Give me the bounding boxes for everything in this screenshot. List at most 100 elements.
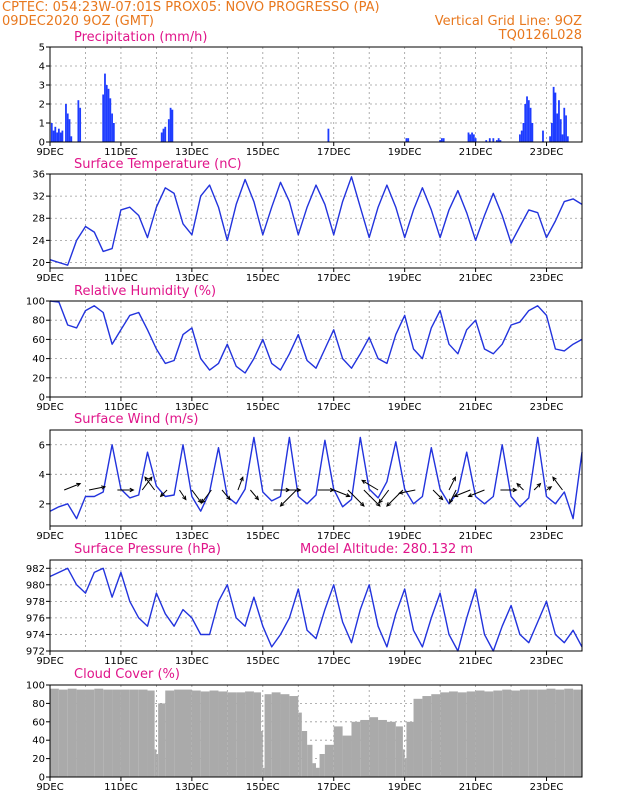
precip-bar <box>56 132 58 142</box>
x-tick-label: 15DEC <box>246 656 280 667</box>
precip-bar <box>61 130 64 142</box>
cloud-cover-bar <box>280 694 290 777</box>
y-tick-label: 24 <box>32 236 45 247</box>
cloud-cover-bar <box>227 692 237 777</box>
y-tick-label: 3 <box>39 81 45 92</box>
y-tick-label: 80 <box>32 699 45 710</box>
cloud-cover-bar <box>50 688 59 777</box>
precip-bar <box>79 107 82 142</box>
y-tick-label: 976 <box>26 613 45 624</box>
cloud-cover-bar <box>333 726 343 777</box>
x-tick-label: 11DEC <box>104 531 138 542</box>
surface-pressure-panel: 972 974 976 978 980 982 9DEC 11DEC 13DEC 15DEC 17D… <box>26 542 583 667</box>
precip-bar <box>54 126 57 142</box>
y-tick-label: 100 <box>26 297 45 308</box>
cloud-cover-bar <box>271 692 281 777</box>
wind-vector-arrow <box>546 486 553 491</box>
y-tick-label: 60 <box>32 335 45 346</box>
x-tick-label: 17DEC <box>317 531 351 542</box>
cloud-cover-bar <box>324 744 334 777</box>
cloud-cover-bar <box>209 690 219 777</box>
precip-bar <box>561 134 564 142</box>
x-tick-label: 17DEC <box>317 782 351 793</box>
cloud-cover-bar <box>158 703 166 777</box>
wind-vector-arrow <box>347 489 365 507</box>
wind-vector-arrow <box>159 489 168 498</box>
wind-vector-arrow <box>467 489 485 498</box>
wind-vector-arrow <box>378 489 390 504</box>
precip-bar <box>162 128 165 142</box>
cloud-cover-bar <box>262 767 265 777</box>
cloud-cover-bar <box>564 688 574 777</box>
x-tick-label: 9DEC <box>36 656 63 667</box>
wind-vector-arrow <box>317 487 335 493</box>
cloud-cover-bar <box>395 726 403 777</box>
wind-vector-arrow <box>279 489 297 507</box>
plot-frame <box>49 300 583 398</box>
precip-bar <box>160 132 163 142</box>
wind-vector-arrow <box>552 476 563 491</box>
x-tick-label: 9DEC <box>36 782 63 793</box>
precip-bar <box>550 123 553 142</box>
precip-bar <box>167 119 170 142</box>
cloud-cover-bar <box>138 689 148 777</box>
wind-vector-arrow <box>117 487 135 493</box>
x-tick-label: 19DEC <box>388 656 422 667</box>
precip-bar <box>526 96 528 142</box>
y-tick-label: 980 <box>26 580 45 591</box>
cloud-cover-bar <box>440 692 449 777</box>
wind-vector-arrow <box>221 489 231 501</box>
wind-vector-arrow <box>333 489 351 498</box>
precip-bar <box>495 140 498 142</box>
cloud-cover-bar <box>457 692 467 777</box>
cloud-cover-bar <box>493 690 503 777</box>
cloud-cover-bar <box>386 721 396 777</box>
precip-bar <box>559 119 562 142</box>
wind-vector-arrow <box>533 482 542 491</box>
cloud-cover-bar <box>156 754 159 777</box>
cloud-cover-bar <box>103 689 113 777</box>
y-tick-label: 1 <box>39 119 45 130</box>
wind-vector-arrow <box>250 489 260 501</box>
y-tick-label: 60 <box>32 717 45 728</box>
relative-humidity-panel: 0 20 40 60 80 100 9DEC 11DEC 13DEC 15DEC 17DEC 19DE… <box>26 284 583 413</box>
x-tick-label: 21DEC <box>459 402 493 413</box>
y-tick-label: 5 <box>39 43 45 54</box>
y-tick-label: 80 <box>32 316 45 327</box>
y-tick-label: 982 <box>26 564 45 575</box>
precip-bar <box>105 85 108 142</box>
x-tick-label: 13DEC <box>175 273 209 284</box>
precip-bar <box>529 107 532 142</box>
precip-bar <box>171 109 174 142</box>
wind-vector-arrow <box>64 482 82 491</box>
wind-vector-arrow <box>398 489 416 495</box>
x-tick-label: 13DEC <box>175 531 209 542</box>
cloud-cover-bar <box>245 691 254 777</box>
cloud-cover-bar <box>537 689 547 777</box>
cloud-cover-bar <box>351 721 361 777</box>
x-tick-label: 13DEC <box>175 656 209 667</box>
cloud-cover-bar <box>174 689 183 777</box>
y-tick-label: 20 <box>32 754 45 765</box>
precip-bar <box>442 138 445 142</box>
x-tick-label: 19DEC <box>388 147 422 158</box>
x-tick-label: 11DEC <box>104 782 138 793</box>
precip-bar <box>524 104 527 142</box>
precip-bar <box>52 130 55 142</box>
cloud-cover-bar <box>289 696 299 777</box>
x-tick-label: 23DEC <box>530 531 564 542</box>
precip-bar <box>68 119 71 142</box>
cloud-cover-bar <box>502 689 512 777</box>
y-tick-label: 28 <box>32 214 45 225</box>
x-tick-label: 23DEC <box>530 273 564 284</box>
surface-temperature-panel: 20 24 28 32 36 9DEC 11DEC 13DEC 15DEC 17DEC 19DEC 2… <box>32 157 583 284</box>
x-tick-label: 17DEC <box>317 147 351 158</box>
x-tick-label: 15DEC <box>246 147 280 158</box>
panel-title: Relative Humidity (%) <box>74 284 216 299</box>
precip-bar <box>566 136 569 142</box>
x-tick-label: 11DEC <box>104 656 138 667</box>
y-tick-label: 40 <box>32 736 45 747</box>
precip-bar <box>109 98 112 142</box>
wind-vector-arrow <box>201 489 212 504</box>
plot-frame <box>49 46 583 143</box>
